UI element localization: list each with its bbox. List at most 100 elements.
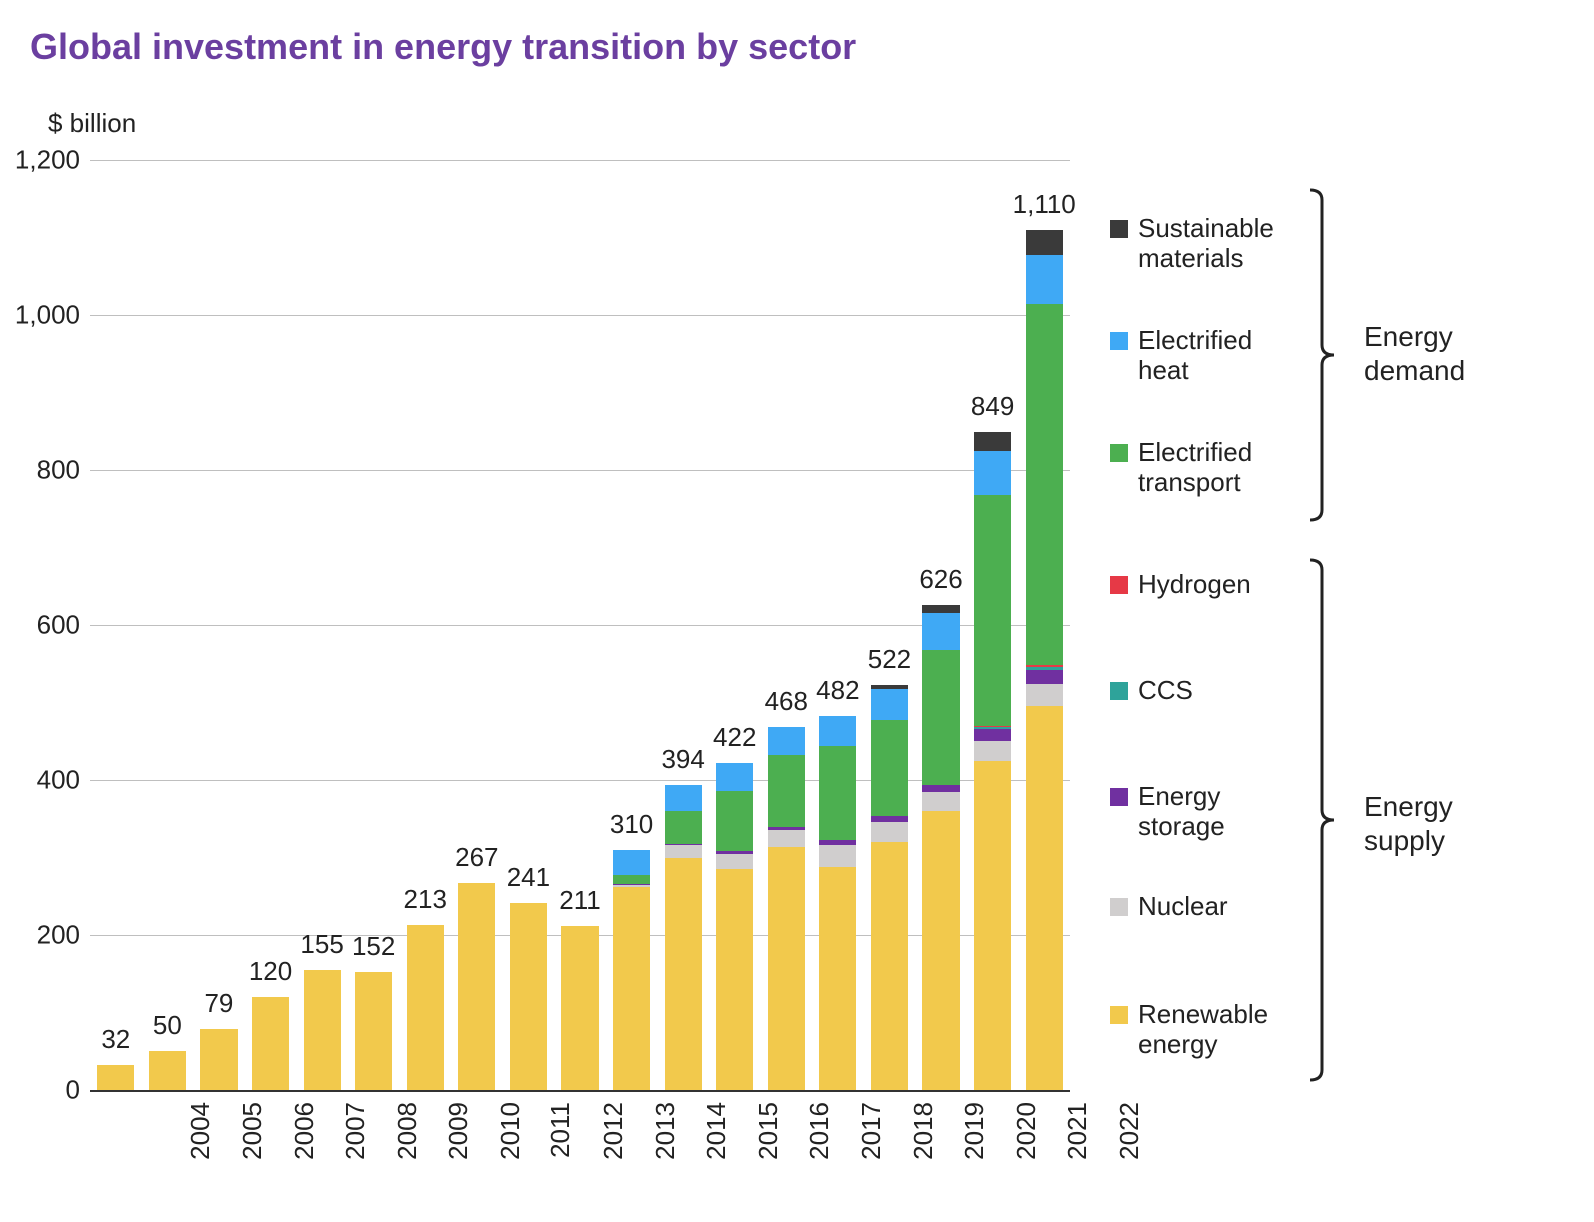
bar-segment-renewable-energy [716, 869, 753, 1090]
legend-swatch [1110, 682, 1128, 700]
bar-segment-renewable-energy [819, 867, 856, 1090]
bar-segment-electrified-heat [716, 763, 753, 791]
x-tick-label: 2005 [237, 1102, 268, 1160]
legend-swatch [1110, 332, 1128, 350]
bar-total-label: 267 [455, 842, 498, 873]
legend-label: CCS [1138, 676, 1308, 706]
x-tick-label: 2009 [443, 1102, 474, 1160]
bar-total-label: 79 [204, 988, 233, 1019]
legend-swatch [1110, 576, 1128, 594]
x-tick-label: 2007 [340, 1102, 371, 1160]
bar-segment-electrified-heat [613, 850, 650, 875]
bar-segment-electrified-transport [871, 720, 908, 816]
y-axis-title: $ billion [48, 108, 136, 139]
x-tick-label: 2019 [959, 1102, 990, 1160]
x-tick-label: 2021 [1062, 1102, 1093, 1160]
plot-area: 3250791201551522132672412113103944224684… [90, 160, 1070, 1090]
bar: 394 [665, 160, 702, 1090]
bar-segment-hydrogen [1026, 665, 1063, 667]
bar-segment-renewable-energy [561, 926, 598, 1090]
bar-segment-ccs [1026, 667, 1063, 670]
bar-segment-renewable-energy [200, 1029, 237, 1090]
chart-root: Global investment in energy transition b… [0, 0, 1594, 1222]
bar: 522 [871, 160, 908, 1090]
bar: 155 [304, 160, 341, 1090]
y-tick-label: 600 [0, 610, 80, 641]
bar: 267 [458, 160, 495, 1090]
bar-segment-renewable-energy [613, 887, 650, 1090]
y-tick-label: 1,000 [0, 300, 80, 331]
x-tick-label: 2020 [1011, 1102, 1042, 1160]
group-label: Energydemand [1364, 320, 1465, 387]
gridline [90, 1090, 1070, 1092]
y-tick-label: 800 [0, 455, 80, 486]
bar-segment-nuclear [922, 792, 959, 811]
x-tick-label: 2012 [598, 1102, 629, 1160]
legend-item-electrified-transport: Electrifiedtransport [1110, 438, 1308, 498]
x-tick-label: 2022 [1114, 1102, 1145, 1160]
bar-segment-energy-storage [974, 729, 1011, 741]
group-bracket [1310, 190, 1342, 520]
bar: 241 [510, 160, 547, 1090]
bar: 50 [149, 160, 186, 1090]
bar-segment-nuclear [819, 845, 856, 867]
bar-total-label: 394 [661, 744, 704, 775]
legend-item-electrified-heat: Electrified heat [1110, 326, 1308, 386]
bar-segment-nuclear [871, 822, 908, 842]
x-tick-label: 2015 [753, 1102, 784, 1160]
bar-segment-renewable-energy [1026, 706, 1063, 1090]
bar-total-label: 152 [352, 931, 395, 962]
y-tick-label: 200 [0, 920, 80, 951]
bar-segment-nuclear [768, 830, 805, 847]
x-tick-label: 2017 [856, 1102, 887, 1160]
bar-total-label: 211 [559, 885, 600, 916]
x-tick-label: 2018 [907, 1102, 938, 1160]
bar-total-label: 522 [868, 644, 911, 675]
bar-segment-electrified-heat [974, 451, 1011, 495]
bar: 482 [819, 160, 856, 1090]
bar: 310 [613, 160, 650, 1090]
bar-segment-renewable-energy [458, 883, 495, 1090]
bar-segment-energy-storage [922, 785, 959, 793]
bar-segment-electrified-heat [922, 613, 959, 650]
bar-segment-energy-storage [768, 827, 805, 830]
bar-segment-energy-storage [1026, 670, 1063, 684]
bar-segment-ccs [974, 727, 1011, 729]
bar-total-label: 213 [404, 884, 447, 915]
y-tick-label: 0 [0, 1075, 80, 1106]
bar-segment-energy-storage [819, 840, 856, 845]
bar-segment-electrified-transport [665, 811, 702, 844]
bar: 849 [974, 160, 1011, 1090]
x-tick-label: 2004 [185, 1102, 216, 1160]
legend-swatch [1110, 220, 1128, 238]
bar-total-label: 241 [507, 862, 550, 893]
legend-label: Electrifiedtransport [1138, 438, 1308, 498]
bar-segment-renewable-energy [665, 858, 702, 1091]
x-tick-label: 2011 [544, 1102, 575, 1158]
y-tick-label: 400 [0, 765, 80, 796]
legend-item-energy-storage: Energy storage [1110, 782, 1308, 842]
bar-segment-electrified-transport [1026, 304, 1063, 665]
bar-segment-renewable-energy [149, 1051, 186, 1090]
bar-segment-electrified-heat [665, 785, 702, 811]
legend-label: Nuclear [1138, 892, 1308, 922]
bar-total-label: 50 [153, 1010, 182, 1041]
bar-segment-sustainable-materials [1026, 230, 1063, 255]
bar-segment-renewable-energy [97, 1065, 134, 1090]
bar-segment-energy-storage [665, 844, 702, 846]
x-tick-label: 2013 [650, 1102, 681, 1160]
bar-segment-nuclear [716, 854, 753, 870]
bar-total-label: 482 [816, 675, 859, 706]
bar-segment-nuclear [613, 885, 650, 887]
legend-item-ccs: CCS [1110, 676, 1308, 706]
bar-segment-nuclear [665, 845, 702, 857]
bar: 468 [768, 160, 805, 1090]
bar-segment-renewable-energy [871, 842, 908, 1090]
bar-segment-electrified-transport [768, 755, 805, 826]
bar-total-label: 626 [919, 564, 962, 595]
bar-total-label: 422 [713, 722, 756, 753]
bar-segment-renewable-energy [407, 925, 444, 1090]
bar: 152 [355, 160, 392, 1090]
x-tick-label: 2006 [288, 1102, 319, 1160]
bar-total-label: 1,110 [1013, 189, 1076, 220]
